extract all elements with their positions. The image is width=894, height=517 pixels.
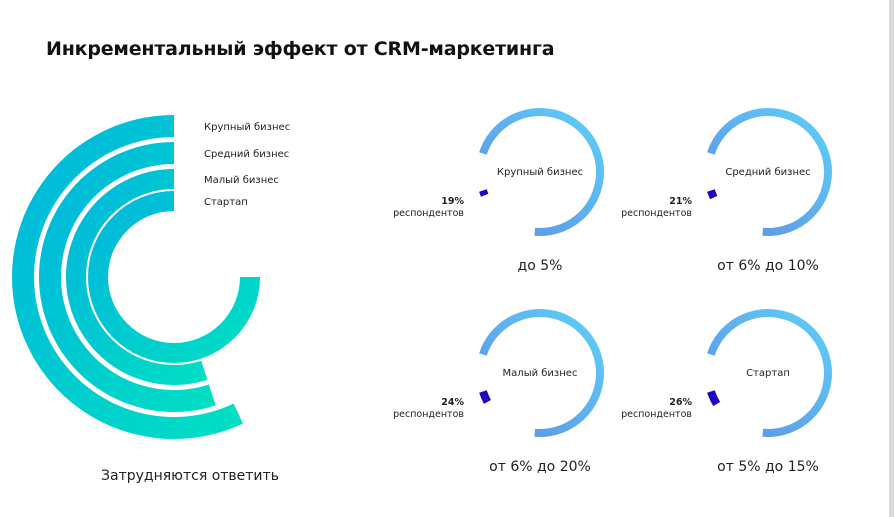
donut-rest-arc [479, 309, 604, 437]
donut-caption: до 5% [517, 258, 563, 274]
radial-value-label: 55% [175, 175, 196, 186]
radial-value-label: 57% [175, 122, 196, 133]
donut-center-label: Крупный бизнес [497, 167, 583, 178]
donut-panel: Средний бизнес [707, 108, 832, 236]
donut-rest-arc [707, 108, 832, 236]
donut-highlight-arc [479, 390, 491, 404]
donut-percent: 24% [441, 397, 464, 408]
right-border [889, 0, 894, 517]
donut-percent-sublabel: респондентов [393, 208, 464, 219]
donut-rest-arc [707, 309, 832, 437]
radial-category-label: Малый бизнес [204, 175, 279, 186]
donut-highlight-arc [707, 390, 721, 407]
donut-highlight-arc [707, 189, 718, 200]
donut-percent-sublabel: респондентов [621, 409, 692, 420]
radial-bar-3 [66, 169, 208, 385]
donut-respondents-label: 21% респондентов [621, 196, 692, 220]
donut-rest-arc [479, 108, 604, 236]
donut-panel: Крупный бизнес [479, 108, 604, 236]
donut-center-label: Средний бизнес [725, 167, 810, 178]
donut-highlight-arc [479, 189, 489, 197]
donut-respondents-label: 26% респондентов [621, 397, 692, 421]
radial-value-label: 55% [175, 149, 196, 160]
donut-percent-sublabel: респондентов [393, 409, 464, 420]
donut-caption: от 6% до 20% [489, 459, 591, 475]
radial-bar-2 [39, 142, 216, 412]
donut-center-label: Стартап [746, 368, 790, 379]
donut-center-label: Малый бизнес [503, 368, 578, 379]
donut-percent: 26% [669, 397, 692, 408]
donut-percent: 21% [669, 196, 692, 207]
radial-category-label: Крупный бизнес [204, 122, 290, 133]
donut-percent-sublabel: респондентов [621, 208, 692, 219]
radial-category-label: Стартап [204, 197, 248, 208]
donut-panel: Малый бизнес [479, 309, 604, 437]
donut-caption: от 5% до 15% [717, 459, 819, 475]
donut-caption: от 6% до 10% [717, 258, 819, 274]
page-title: Инкрементальный эффект от CRM-маркетинга [46, 38, 555, 60]
radial-caption: Затрудняются ответить [101, 468, 279, 484]
donut-respondents-label: 19% респондентов [393, 196, 464, 220]
donut-respondents-label: 24% респондентов [393, 397, 464, 421]
radial-value-label: 75% [175, 197, 196, 208]
radial-category-label: Средний бизнес [204, 149, 289, 160]
donut-percent: 19% [441, 196, 464, 207]
donut-panel: Стартап [707, 309, 832, 437]
